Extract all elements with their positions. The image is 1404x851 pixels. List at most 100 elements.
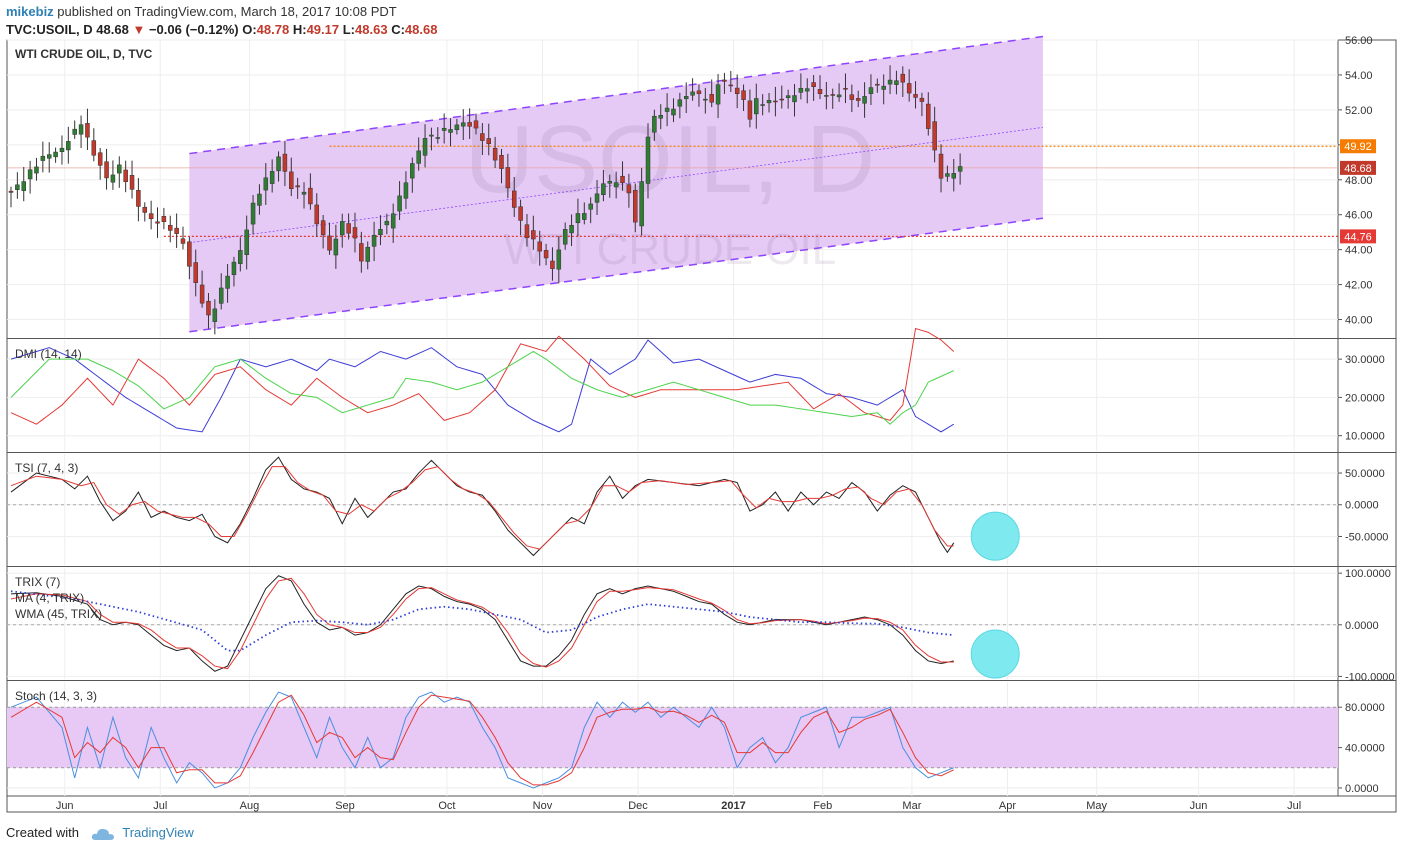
candle xyxy=(773,86,778,117)
candle-body xyxy=(505,167,511,189)
indicator-series-line xyxy=(10,466,954,550)
indicator-series-line xyxy=(10,339,955,433)
candle-body xyxy=(875,83,880,86)
highlight-circle xyxy=(970,511,1020,561)
candle xyxy=(607,174,613,198)
candle-body xyxy=(346,223,351,234)
candle-body xyxy=(473,120,479,129)
candle xyxy=(193,249,198,297)
x-tick-label: May xyxy=(1086,800,1107,812)
candle-body xyxy=(91,140,97,156)
candle-body xyxy=(218,287,224,304)
candle xyxy=(620,161,625,191)
candle xyxy=(123,160,128,193)
candle-body xyxy=(212,308,218,322)
candle-body xyxy=(683,96,689,100)
candle-body xyxy=(110,174,116,183)
candle xyxy=(626,173,632,208)
tradingview-link[interactable]: TradingView xyxy=(122,825,194,840)
candle-body xyxy=(78,124,84,135)
candle-body xyxy=(308,187,313,205)
x-tick-label: Feb xyxy=(813,800,832,812)
candle-body xyxy=(575,213,581,224)
candle-body xyxy=(492,147,498,161)
candle-body xyxy=(199,284,205,304)
created-with-label: Created with xyxy=(6,825,79,840)
panel-title: WMA (45, TRIX) xyxy=(15,607,102,621)
candle xyxy=(429,127,434,151)
candle xyxy=(142,202,148,222)
x-tick-label: Apr xyxy=(999,800,1016,812)
candle xyxy=(906,69,912,102)
candle xyxy=(805,78,810,104)
candle-body xyxy=(779,98,785,101)
candle-body xyxy=(168,224,173,231)
candle-body xyxy=(677,99,683,107)
candle-body xyxy=(161,216,167,222)
indicator-series-line xyxy=(10,577,954,670)
author-link[interactable]: mikebiz xyxy=(6,4,54,19)
candle-body xyxy=(403,182,409,199)
candle-body xyxy=(448,129,453,133)
candle-body xyxy=(658,115,663,119)
candle xyxy=(913,81,918,109)
candle xyxy=(919,92,925,117)
candle-body xyxy=(747,100,753,120)
footer: Created with TradingView xyxy=(6,825,194,841)
y-tick-label: 20.0000 xyxy=(1345,392,1385,404)
candle-body xyxy=(887,79,893,85)
candle-body xyxy=(951,173,957,179)
x-tick-label: Mar xyxy=(902,800,921,812)
candle-body xyxy=(295,185,300,188)
candle xyxy=(639,167,644,236)
y-tick-label: 0.0000 xyxy=(1345,500,1379,512)
candle xyxy=(715,74,721,119)
candle xyxy=(454,118,460,135)
x-tick-label: Jun xyxy=(56,800,74,812)
candle xyxy=(308,173,313,210)
candle-body xyxy=(422,138,428,156)
candle-body xyxy=(754,98,759,115)
candle xyxy=(435,127,441,144)
candle xyxy=(671,98,676,123)
level-price-label: 49.92 xyxy=(1344,141,1372,153)
level-price-tag xyxy=(1340,229,1376,244)
down-triangle-icon: ▼ xyxy=(132,22,146,37)
candle-body xyxy=(314,204,320,225)
candle xyxy=(339,213,345,248)
candle xyxy=(174,213,179,248)
candle xyxy=(403,171,409,210)
symbol-label[interactable]: TVC:USOIL, D xyxy=(6,22,93,37)
candle-body xyxy=(785,95,791,98)
candle xyxy=(766,92,772,113)
candle xyxy=(881,74,886,105)
channel-mid-line xyxy=(189,126,1043,244)
highlight-circle xyxy=(970,629,1020,679)
candle-body xyxy=(480,133,485,141)
candle-body xyxy=(371,234,377,247)
candle-body xyxy=(531,230,536,240)
candle-body xyxy=(206,300,211,316)
candle-body xyxy=(8,190,14,193)
candle-body xyxy=(855,98,861,101)
candle xyxy=(187,236,192,280)
candle xyxy=(212,299,218,335)
candle xyxy=(27,160,33,194)
candle xyxy=(722,72,727,94)
candle-body xyxy=(926,103,931,129)
ohlc-line: TVC:USOIL, D 48.68 ▼ −0.06 (−0.12%) O:48… xyxy=(6,22,437,37)
candle-body xyxy=(690,91,695,96)
candle-body xyxy=(824,95,829,97)
indicator-series-line xyxy=(10,691,954,789)
candle xyxy=(422,124,428,168)
candle-body xyxy=(339,221,345,236)
candle xyxy=(505,153,511,199)
candle-body xyxy=(244,229,249,255)
candle xyxy=(645,123,651,199)
candle-body xyxy=(352,227,358,239)
candle xyxy=(728,70,734,92)
candle-body xyxy=(760,104,765,106)
candle xyxy=(269,159,275,193)
candle xyxy=(148,200,154,230)
